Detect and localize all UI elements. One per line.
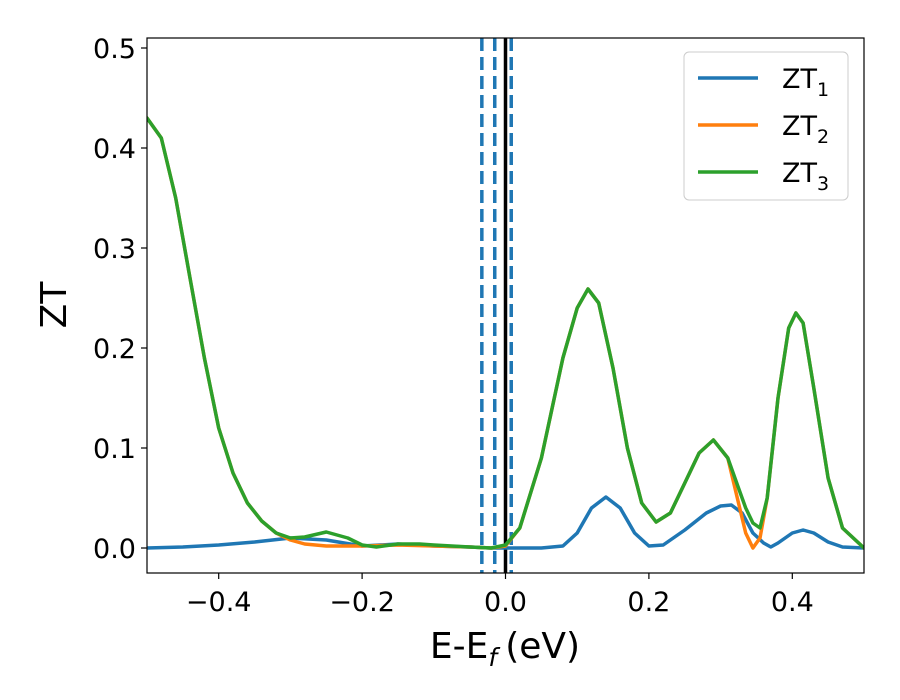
legend: ZT1 ZT2 ZT3: [683, 51, 849, 201]
plot-area: [146, 37, 865, 574]
x-tick-label: 0.0: [484, 587, 527, 618]
series-lines: [147, 116, 864, 550]
legend-label-1: ZT1: [782, 64, 829, 101]
x-tick-label: 0.4: [771, 587, 814, 618]
x-axis: −0.4 −0.2 0.0 0.2 0.4: [186, 573, 814, 618]
y-tick-label: 0.5: [93, 34, 136, 65]
legend-box: [683, 51, 849, 201]
y-axis-label: ZT: [34, 281, 75, 329]
x-tick-label: −0.2: [329, 587, 395, 618]
y-tick-label: 0.0: [93, 534, 136, 565]
y-tick-label: 0.1: [93, 434, 136, 465]
y-tick-label: 0.4: [93, 134, 136, 165]
legend-label-2: ZT2: [782, 111, 829, 148]
y-axis: 0.0 0.1 0.2 0.3 0.4 0.5: [93, 34, 147, 565]
y-tick-label: 0.3: [93, 234, 136, 265]
y-tick-label: 0.2: [93, 334, 136, 365]
x-axis-label: E-Ef (eV): [430, 626, 580, 672]
series-line-3: [147, 116, 864, 550]
x-tick-label: −0.4: [186, 587, 252, 618]
reference-lines: [480, 38, 513, 573]
legend-label-3: ZT3: [782, 158, 829, 195]
x-tick-label: 0.2: [627, 587, 670, 618]
